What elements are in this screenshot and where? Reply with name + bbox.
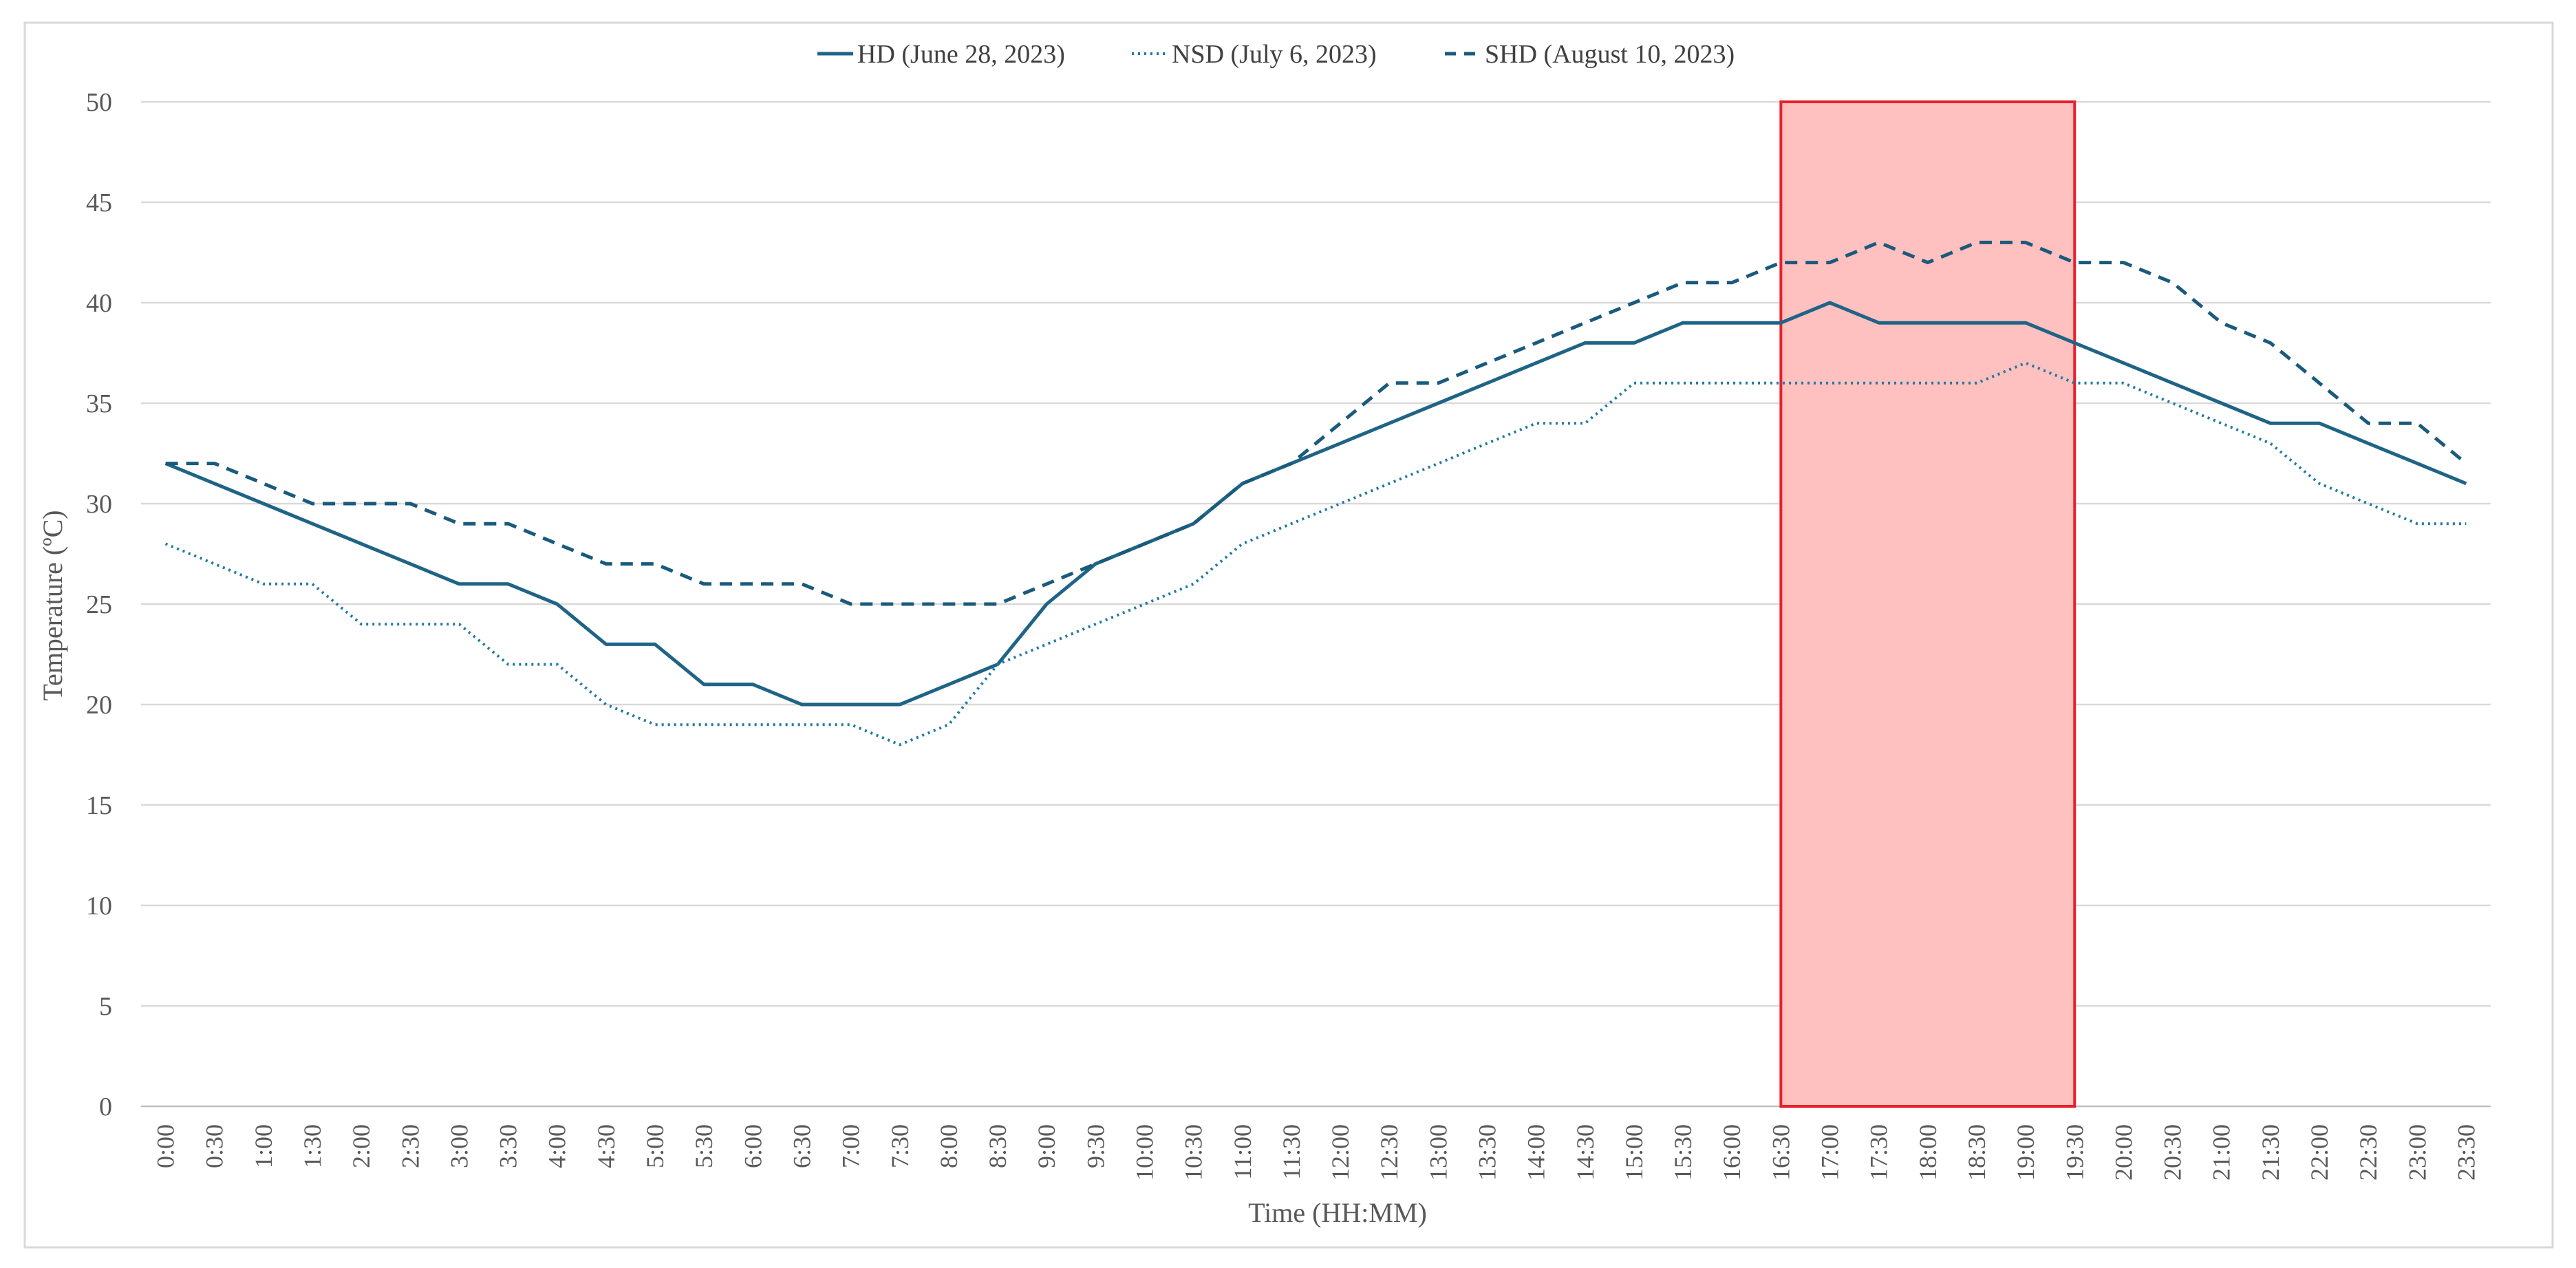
y-tick-label: 35 <box>86 389 112 418</box>
x-tick-label: 5:00 <box>641 1124 669 1168</box>
x-tick-label: 22:30 <box>2354 1124 2382 1181</box>
x-tick-label: 1:00 <box>250 1124 277 1168</box>
x-tick-label: 10:30 <box>1180 1124 1208 1181</box>
gridlines <box>141 100 2491 1108</box>
legend-label: NSD (July 6, 2023) <box>1172 40 1377 69</box>
x-tick-label: 10:00 <box>1130 1124 1158 1181</box>
x-tick-label: 23:30 <box>2452 1124 2480 1181</box>
x-tick-label: 21:00 <box>2208 1124 2235 1181</box>
highlight-region <box>1779 100 2076 1108</box>
x-tick-label: 8:00 <box>935 1124 963 1168</box>
x-tick-label: 0:30 <box>201 1124 228 1168</box>
series-lines <box>164 240 2467 746</box>
x-tick-label: 11:00 <box>1229 1124 1256 1180</box>
x-tick-label: 6:30 <box>788 1124 815 1168</box>
x-tick-label: 18:00 <box>1914 1124 1942 1181</box>
y-tick-label: 10 <box>86 892 112 921</box>
x-tick-label: 15:00 <box>1620 1124 1648 1181</box>
x-tick-label: 18:30 <box>1963 1124 1990 1181</box>
x-tick-label: 9:30 <box>1082 1124 1109 1168</box>
x-tick-label: 19:30 <box>2061 1124 2088 1181</box>
x-tick-label: 19:00 <box>2012 1124 2039 1181</box>
x-tick-label: 6:00 <box>739 1124 766 1168</box>
x-tick-label: 17:00 <box>1816 1124 1844 1181</box>
x-tick-label: 20:30 <box>2159 1124 2187 1181</box>
x-tick-label: 3:00 <box>445 1124 473 1168</box>
y-tick-label: 15 <box>86 791 112 820</box>
x-tick-label: 13:00 <box>1424 1124 1452 1181</box>
x-tick-label: 5:30 <box>690 1124 718 1168</box>
y-axis-ticks: 0 5 10 15 20 25 30 35 40 45 50 <box>86 88 112 1121</box>
y-tick-label: 40 <box>86 289 112 318</box>
x-tick-label: 23:00 <box>2403 1124 2431 1181</box>
chart-border <box>23 21 2554 1249</box>
x-tick-label: 2:00 <box>347 1124 375 1168</box>
x-tick-label: 12:30 <box>1375 1124 1403 1181</box>
x-tick-label: 14:00 <box>1523 1124 1550 1181</box>
x-tick-label: 4:00 <box>544 1124 571 1168</box>
x-tick-label: 14:30 <box>1571 1124 1599 1181</box>
x-tick-label: 7:30 <box>886 1124 914 1168</box>
legend-label: SHD (August 10, 2023) <box>1485 40 1735 69</box>
y-tick-label: 20 <box>86 691 112 720</box>
x-tick-label: 2:30 <box>396 1124 424 1168</box>
x-tick-label: 1:30 <box>299 1124 326 1168</box>
y-tick-label: 0 <box>99 1093 112 1121</box>
x-tick-label: 21:30 <box>2257 1124 2284 1181</box>
x-tick-label: 22:00 <box>2306 1124 2333 1181</box>
x-tick-label: 17:30 <box>1865 1124 1893 1181</box>
series-line-hd <box>164 301 2467 707</box>
x-tick-label: 15:30 <box>1669 1124 1697 1181</box>
y-tick-label: 50 <box>86 88 112 117</box>
x-tick-label: 11:30 <box>1278 1124 1305 1180</box>
legend: HD (June 28, 2023) NSD (July 6, 2023) SHD … <box>817 40 1735 69</box>
x-tick-label: 9:00 <box>1033 1124 1060 1168</box>
x-tick-label: 4:30 <box>592 1124 620 1168</box>
x-tick-label: 13:30 <box>1474 1124 1501 1181</box>
x-tick-label: 8:30 <box>984 1124 1011 1168</box>
y-tick-label: 25 <box>86 590 112 619</box>
y-axis-title: Temperature (ºC) <box>37 510 68 700</box>
x-tick-label: 16:00 <box>1718 1124 1746 1181</box>
x-axis-title: Time (HH:MM) <box>1248 1197 1427 1228</box>
x-axis-ticks: 0:00 0:30 1:00 1:30 2:00 2:30 3:00 3:30 4:00 4:30… <box>152 1124 2480 1181</box>
x-tick-label: 20:00 <box>2110 1124 2137 1181</box>
y-tick-label: 45 <box>86 189 112 217</box>
series-line-shd <box>165 240 2467 606</box>
x-tick-label: 12:00 <box>1327 1124 1354 1181</box>
x-tick-label: 7:00 <box>837 1124 865 1168</box>
highlight-rect <box>1779 100 2076 1108</box>
y-tick-label: 30 <box>86 490 112 519</box>
x-tick-label: 0:00 <box>152 1124 180 1168</box>
legend-label: HD (June 28, 2023) <box>857 40 1065 69</box>
x-tick-label: 3:30 <box>495 1124 522 1168</box>
y-tick-label: 5 <box>99 992 112 1021</box>
x-tick-label: 16:30 <box>1767 1124 1794 1181</box>
